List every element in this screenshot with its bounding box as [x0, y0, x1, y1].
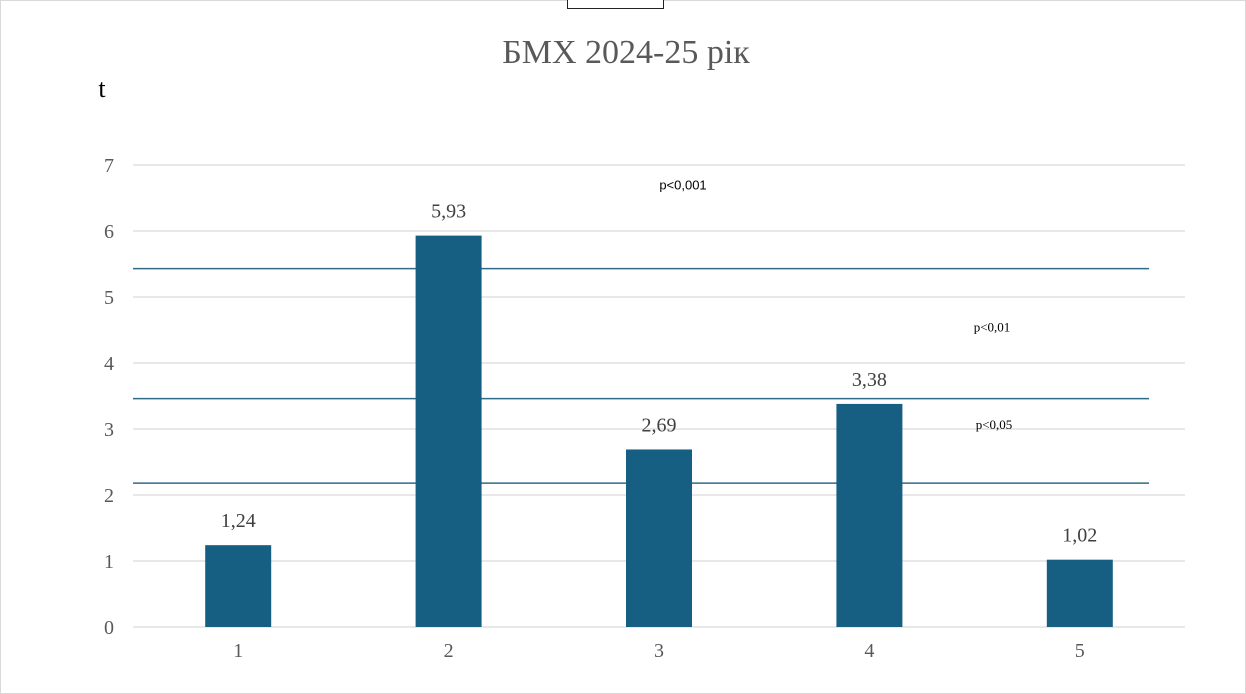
- x-tick-label: 3: [654, 640, 664, 662]
- threshold-label: p<0,001: [659, 178, 706, 193]
- y-tick-label: 3: [104, 419, 114, 441]
- data-label: 1,02: [1062, 525, 1097, 547]
- gridlines: [133, 164, 1185, 628]
- bar: [205, 545, 272, 627]
- y-tick-label: 1: [104, 551, 114, 573]
- threshold-lines: p<0,05 p<0,01 p<0,001: [133, 178, 1149, 484]
- y-tick-label: 7: [104, 155, 114, 177]
- bar: [1046, 559, 1113, 627]
- y-axis-label: t: [98, 74, 106, 103]
- x-tick-label: 1: [233, 640, 243, 662]
- bar: [626, 449, 692, 627]
- y-tick-label: 6: [104, 221, 114, 243]
- x-tick-label: 5: [1075, 640, 1085, 662]
- y-tick-label: 0: [104, 617, 114, 639]
- bars: [205, 235, 1113, 627]
- data-label: 3,38: [852, 369, 887, 391]
- threshold-label: p<0,05: [976, 417, 1013, 432]
- data-label: 5,93: [431, 201, 466, 223]
- axis-ticks: 0 1 2 3 4 5 6 7 1 2 3 4 5: [104, 155, 1085, 662]
- bar: [836, 403, 903, 627]
- y-tick-label: 5: [104, 287, 114, 309]
- y-tick-label: 2: [104, 485, 114, 507]
- frame-tab: [567, 0, 664, 9]
- data-labels: 1,24 5,93 2,69 3,38 1,02: [221, 201, 1098, 547]
- threshold-label: p<0,01: [974, 320, 1011, 335]
- x-tick-label: 2: [444, 640, 454, 662]
- bar: [415, 235, 482, 627]
- data-label: 2,69: [642, 414, 677, 436]
- x-tick-label: 4: [864, 640, 874, 662]
- chart-title: БМХ 2024-25 рік: [502, 34, 750, 71]
- y-tick-label: 4: [104, 353, 114, 375]
- data-label: 1,24: [221, 510, 256, 532]
